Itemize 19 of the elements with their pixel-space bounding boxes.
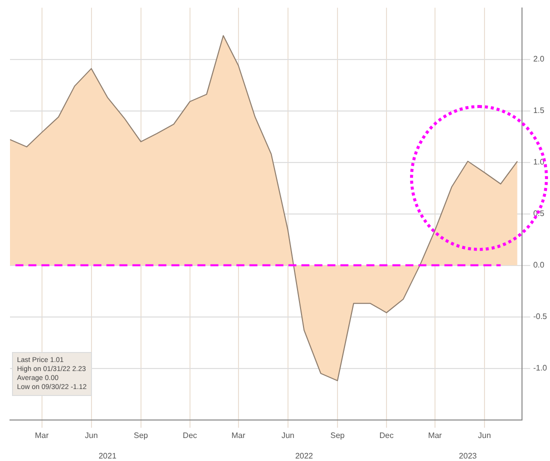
x2-tick-label: 2023 (458, 451, 478, 460)
y-tick-label: 1.5 (533, 106, 545, 116)
y-tick-label: -1.0 (533, 364, 548, 373)
y-tick-label: -0.5 (533, 312, 548, 322)
x2-tick-label: 2021 (98, 451, 117, 460)
y-tick-label: 2.0 (533, 54, 545, 64)
x-tick-label: Dec (379, 430, 394, 440)
x-tick-label: Dec (182, 430, 198, 440)
x-tick-label: Jun (478, 430, 491, 440)
x-tick-label: Jun (281, 430, 294, 440)
x-tick-label: Mar (428, 430, 442, 440)
x-tick-label: Mar (34, 430, 49, 440)
x-tick-label: Sep (134, 430, 149, 440)
x2-tick-label: 2022 (295, 451, 314, 460)
x-tick-label: Jun (84, 430, 98, 440)
x-tick-label: Mar (231, 430, 246, 440)
x-tick-label: Sep (330, 430, 346, 440)
y-tick-label: 0.0 (533, 260, 545, 270)
y-tick-label: 0.5 (533, 209, 545, 218)
